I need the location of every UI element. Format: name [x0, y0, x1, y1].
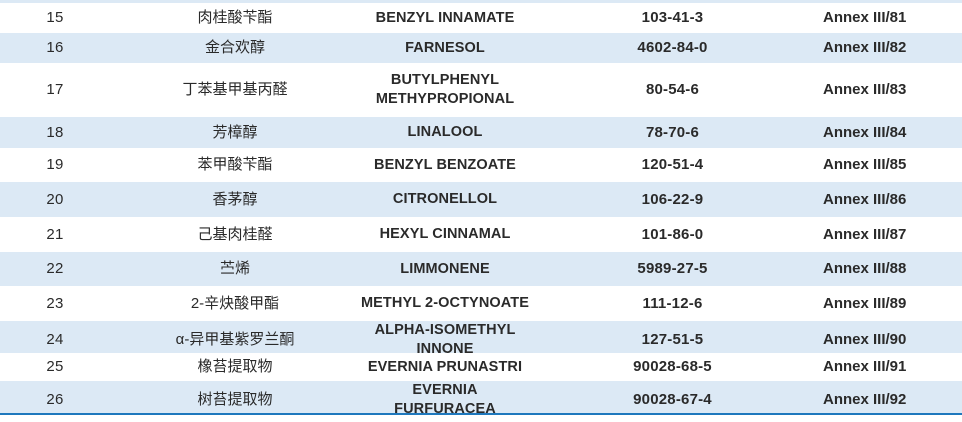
annex-reference: Annex III/92: [823, 391, 907, 409]
annex-reference: Annex III/90: [823, 331, 907, 349]
table-row: 22 苎烯 LIMMONENE 5989-27-5 Annex III/88: [0, 252, 962, 286]
inci-name: CITRONELLOL: [392, 191, 498, 208]
row-number: 18: [46, 123, 64, 141]
row-number: 19: [46, 156, 64, 174]
table-row: 25 橡苔提取物 EVERNIA PRUNASTRI 90028-68-5 Annex …: [0, 353, 962, 381]
cas-number: 127-51-5: [641, 331, 704, 349]
chinese-name: 树苔提取物: [197, 391, 273, 409]
table-row: 15 肉桂酸苄酯 BENZYL INNAMATE 103-41-3 Annex III/…: [0, 3, 962, 33]
inci-name: LINALOOL: [407, 124, 483, 141]
annex-reference: Annex III/82: [823, 39, 907, 57]
table-row: 23 2-辛炔酸甲酯 METHYL 2-OCTYNOATE 111-12-6 Annex…: [0, 286, 962, 321]
cas-number: 90028-68-5: [633, 358, 712, 376]
table-row: 16 金合欢醇 FARNESOL 4602-84-0 Annex III/82: [0, 33, 962, 63]
chinese-name: 金合欢醇: [204, 39, 265, 57]
inci-name: ALPHA-ISOMETHYL INNONE: [374, 322, 516, 357]
row-number: 23: [46, 294, 64, 312]
cas-number: 90028-67-4: [633, 391, 712, 409]
table-row: 26 树苔提取物 EVERNIA FURFURACEA 90028-67-4 Annex…: [0, 381, 962, 417]
row-number: 17: [46, 81, 64, 99]
cas-number: 80-54-6: [645, 81, 700, 99]
chinese-name: 肉桂酸苄酯: [197, 9, 273, 27]
inci-name: BENZYL BENZOATE: [374, 156, 516, 173]
row-number: 20: [46, 190, 64, 208]
row-number: 22: [46, 260, 64, 278]
inci-name: HEXYL CINNAMAL: [379, 226, 511, 243]
annex-reference: Annex III/84: [823, 123, 907, 141]
chinese-name: 芳樟醇: [212, 123, 258, 141]
cas-number: 78-70-6: [645, 123, 700, 141]
inci-name: EVERNIA PRUNASTRI: [367, 358, 523, 375]
cas-number: 106-22-9: [641, 190, 704, 208]
annex-reference: Annex III/89: [823, 294, 907, 312]
inci-name: FARNESOL: [405, 39, 485, 56]
chinese-name: 苯甲酸苄酯: [197, 156, 273, 174]
previous-row-edge: [0, 0, 962, 3]
annex-reference: Annex III/87: [823, 225, 907, 243]
cas-number: 4602-84-0: [637, 39, 708, 57]
cas-number: 111-12-6: [642, 294, 703, 312]
cas-number: 101-86-0: [641, 225, 704, 243]
table-row: 21 己基肉桂醛 HEXYL CINNAMAL 101-86-0 Annex III/8…: [0, 217, 962, 252]
cas-number: 103-41-3: [641, 9, 704, 27]
inci-name: EVERNIA FURFURACEA: [394, 382, 496, 417]
inci-name: METHYL 2-OCTYNOATE: [360, 295, 530, 312]
cas-number: 120-51-4: [641, 156, 704, 174]
allergen-table: 15 肉桂酸苄酯 BENZYL INNAMATE 103-41-3 Annex III/…: [0, 3, 962, 417]
row-number: 25: [46, 358, 64, 376]
chinese-name: 2-辛炔酸甲酯: [190, 294, 280, 312]
inci-name: BUTYLPHENYL METHYPROPIONAL: [375, 72, 515, 107]
chinese-name: 丁苯基甲基丙醛: [182, 81, 288, 99]
annex-reference: Annex III/85: [823, 156, 907, 174]
chinese-name: 己基肉桂醛: [197, 225, 273, 243]
row-number: 16: [46, 39, 64, 57]
annex-reference: Annex III/83: [823, 81, 907, 99]
table-row: 24 α-异甲基紫罗兰酮 ALPHA-ISOMETHYL INNONE 127-51-…: [0, 321, 962, 357]
chinese-name: 橡苔提取物: [197, 358, 273, 376]
row-number: 15: [46, 9, 64, 27]
inci-name: LIMMONENE: [400, 260, 490, 277]
chinese-name: 香茅醇: [212, 190, 258, 208]
chinese-name: α-异甲基紫罗兰酮: [175, 331, 295, 349]
table-row: 17 丁苯基甲基丙醛 BUTYLPHENYL METHYPROPIONAL 80-54…: [0, 63, 962, 117]
annex-reference: Annex III/91: [823, 358, 907, 376]
inci-name: BENZYL INNAMATE: [375, 9, 515, 26]
table-bottom-rule: [0, 413, 962, 415]
cas-number: 5989-27-5: [637, 260, 708, 278]
table-row: 19 苯甲酸苄酯 BENZYL BENZOATE 120-51-4 Annex III/…: [0, 148, 962, 182]
row-number: 21: [46, 225, 64, 243]
row-number: 24: [46, 331, 64, 349]
annex-reference: Annex III/81: [823, 9, 907, 27]
row-number: 26: [46, 391, 64, 409]
chinese-name: 苎烯: [219, 260, 250, 278]
annex-reference: Annex III/88: [823, 260, 907, 278]
annex-reference: Annex III/86: [823, 190, 907, 208]
table-row: 18 芳樟醇 LINALOOL 78-70-6 Annex III/84: [0, 117, 962, 148]
table-row: 20 香茅醇 CITRONELLOL 106-22-9 Annex III/86: [0, 182, 962, 217]
